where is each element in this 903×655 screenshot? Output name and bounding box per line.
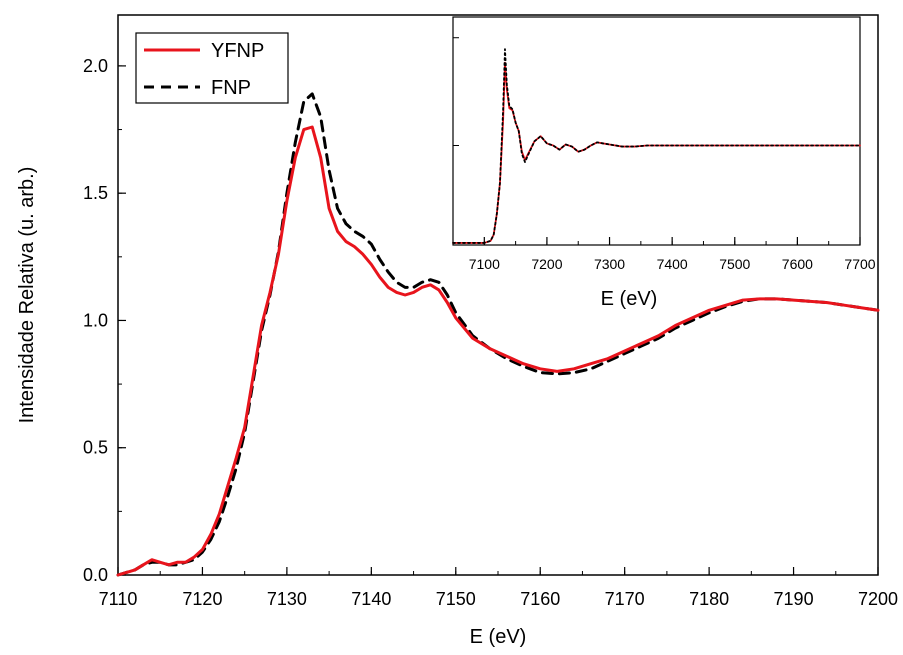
series-line-black	[452, 48, 861, 244]
inset-plot-frame	[452, 16, 861, 246]
x-tick-label: 7190	[774, 589, 814, 609]
x-tick-label: 7130	[267, 589, 307, 609]
inset-plot: 7100 7200 7300 7400 7500 7600 7700 E (eV)	[452, 16, 876, 310]
x-tick-label: 7400	[657, 256, 688, 272]
y-tick-label: 1.5	[83, 183, 108, 203]
x-tick-label: 7200	[858, 589, 898, 609]
x-tick-label: 7120	[182, 589, 222, 609]
x-tick-label: 7110	[99, 589, 138, 609]
legend-box	[135, 32, 289, 104]
x-tick-label: 7600	[782, 256, 813, 272]
x-tick-label: 7170	[605, 589, 645, 609]
x-tick-label: 7140	[351, 589, 391, 609]
x-tick-label: 7150	[436, 589, 476, 609]
legend-label-yfnp: YFNP	[211, 40, 264, 62]
x-tick-label: 7300	[594, 256, 625, 272]
series-line-yfnp	[116, 125, 880, 577]
y-tick-label: 0.5	[83, 438, 108, 458]
y-tick-label: 1.0	[83, 310, 108, 330]
x-tick-label: 7180	[689, 589, 729, 609]
y-tick-label: 2.0	[83, 56, 108, 76]
inset-series-lines	[452, 48, 861, 244]
x-tick-label: 7160	[520, 589, 560, 609]
inset-axis-ticks: 7100 7200 7300 7400 7500 7600 7700	[452, 37, 876, 272]
x-tick-label: 7100	[469, 256, 500, 272]
x-tick-label: 7700	[844, 256, 875, 272]
main-plot: 7110 7120 7130 7140 7150 7160 7170 7180 7190 7200…	[16, 14, 898, 648]
series-line-fnp	[116, 92, 880, 577]
main-series-lines	[116, 92, 880, 577]
main-axis-ticks: 7110 7120 7130 7140 7150 7160 7170 7180 7190 7200…	[83, 56, 898, 609]
x-tick-label: 7500	[719, 256, 750, 272]
inset-x-axis-label: E (eV)	[601, 288, 658, 310]
x-tick-label: 7200	[531, 256, 562, 272]
legend-label-fnp: FNP	[211, 77, 251, 99]
x-axis-label: E (eV)	[470, 626, 527, 648]
legend: YFNP FNP	[135, 32, 289, 104]
y-tick-label: 0.0	[83, 565, 108, 585]
y-axis-label: Intensidade Relativa (u. arb.)	[16, 167, 38, 424]
